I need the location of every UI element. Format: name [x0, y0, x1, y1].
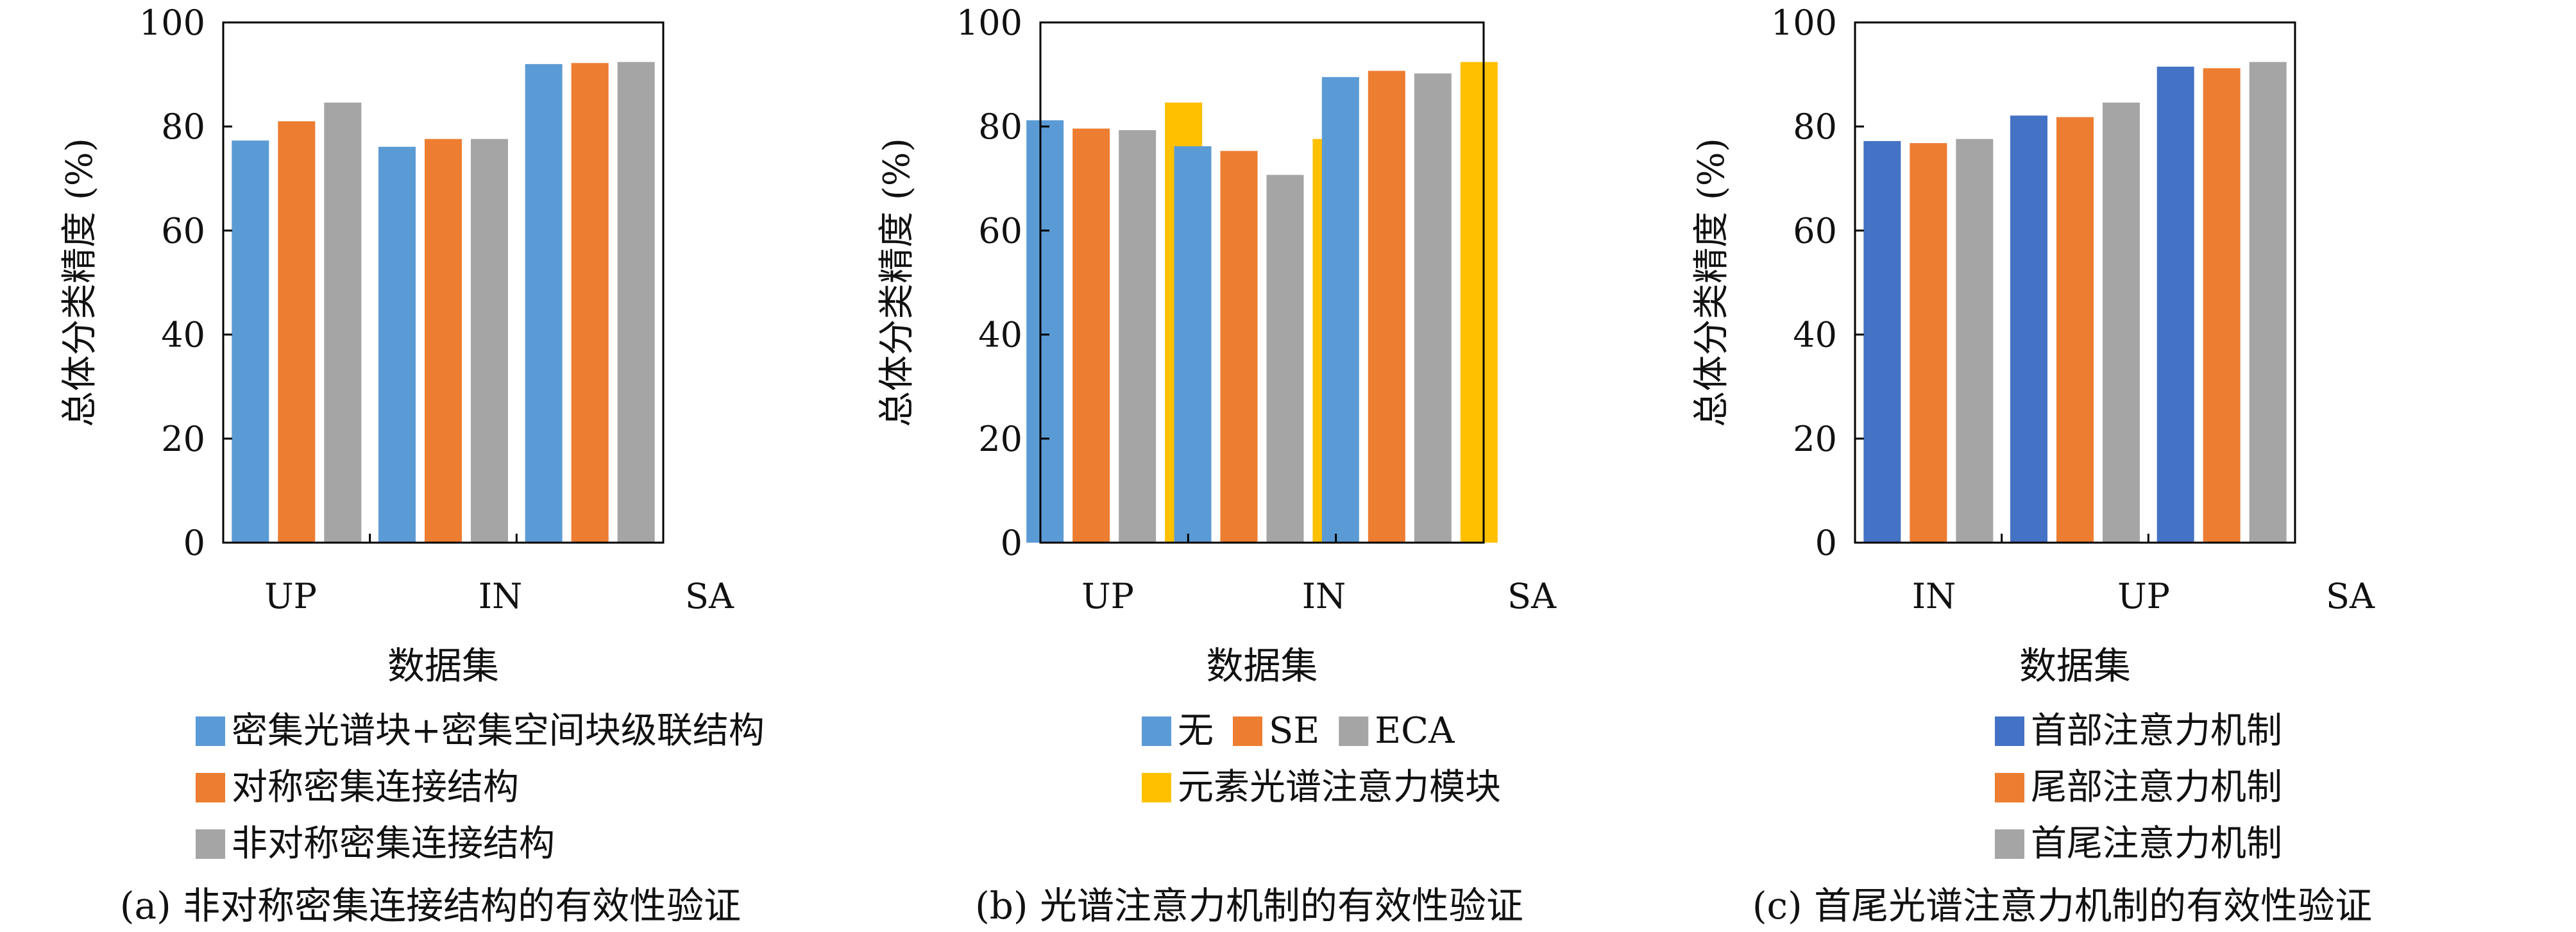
- y-tick-label: 100: [139, 3, 205, 43]
- y-tick-label: 20: [161, 419, 205, 459]
- legend-label: 无: [1178, 710, 1214, 752]
- bar: [1368, 71, 1405, 543]
- x-axis-label: 数据集: [1206, 644, 1318, 688]
- bar: [378, 146, 416, 543]
- legend-label: 非对称密集连接结构: [232, 823, 555, 865]
- bar: [1220, 151, 1258, 543]
- legend-swatch: [196, 773, 225, 802]
- x-tick-label: IN: [479, 576, 523, 616]
- y-axis-label: 总体分类精度 (%): [876, 138, 918, 427]
- x-tick-label: SA: [685, 576, 734, 616]
- bar: [1266, 174, 1304, 543]
- bar: [525, 64, 563, 543]
- bar: [1956, 139, 1994, 543]
- legend-label: 尾部注意力机制: [2031, 767, 2282, 808]
- x-tick-label: SA: [2326, 576, 2375, 616]
- legend-swatch: [1995, 773, 2024, 802]
- bar: [1119, 130, 1157, 543]
- bar: [2157, 66, 2194, 543]
- bar: [1910, 143, 1947, 543]
- legend-label: 首部注意力机制: [2031, 710, 2282, 752]
- legend-swatch: [196, 829, 225, 859]
- bar: [1174, 146, 1212, 543]
- bar: [278, 121, 316, 543]
- y-tick-label: 60: [978, 210, 1022, 251]
- bar: [2249, 62, 2287, 543]
- x-axis-label: 数据集: [2019, 644, 2131, 688]
- y-tick-label: 20: [978, 419, 1022, 459]
- x-tick-label: UP: [264, 576, 317, 616]
- legend-label: 密集光谱块+密集空间块级联结构: [232, 710, 765, 752]
- legend-swatch: [196, 716, 225, 746]
- x-tick-label: UP: [1081, 576, 1134, 616]
- legend-swatch: [1339, 716, 1369, 746]
- legend-swatch: [1233, 716, 1262, 746]
- chart-caption: (c) 首尾光谱注意力机制的有效性验证: [1752, 884, 2372, 928]
- bar: [1072, 128, 1110, 543]
- bar: [2203, 68, 2241, 543]
- bar: [1460, 62, 1498, 543]
- chart-caption: (b) 光谱注意力机制的有效性验证: [975, 884, 1523, 928]
- legend-swatch: [1995, 716, 2024, 746]
- bar: [232, 140, 269, 543]
- bar: [1026, 120, 1064, 543]
- bar: [1863, 140, 1901, 543]
- x-tick-label: SA: [1507, 576, 1557, 616]
- bar: [571, 63, 609, 543]
- plot-frame: [1039, 21, 1485, 544]
- y-tick-label: 60: [161, 210, 205, 251]
- chart-0: 0 20 40 60 80 100 UP IN SA 总体分类精度 (%) 数据集密集光谱块+密集空…: [59, 3, 765, 928]
- y-tick-label: 80: [978, 106, 1022, 147]
- y-tick-label: 0: [1815, 523, 1837, 563]
- y-tick-label: 80: [1793, 106, 1837, 147]
- y-tick-label: 100: [956, 3, 1022, 43]
- bar: [425, 139, 462, 543]
- legend-swatch: [1142, 773, 1171, 802]
- plot-frame: [222, 21, 665, 544]
- y-tick-label: 40: [978, 315, 1022, 355]
- bar: [2103, 102, 2140, 543]
- y-tick-label: 80: [161, 106, 205, 147]
- bar: [471, 139, 508, 543]
- y-tick-label: 20: [1793, 419, 1837, 459]
- legend-label: ECA: [1375, 710, 1455, 752]
- y-tick-label: 100: [1771, 3, 1837, 43]
- legend-swatch: [1142, 716, 1171, 746]
- y-tick-label: 40: [161, 315, 205, 355]
- legend-label: 对称密集连接结构: [232, 767, 519, 808]
- bar: [2010, 115, 2047, 543]
- plot-frame: [1854, 21, 2296, 544]
- bar: [2056, 117, 2094, 543]
- x-tick-label: UP: [2117, 576, 2170, 616]
- y-tick-label: 60: [1793, 210, 1837, 251]
- x-tick-label: IN: [1912, 576, 1956, 616]
- y-axis-label: 总体分类精度 (%): [1691, 138, 1733, 427]
- y-axis-label: 总体分类精度 (%): [59, 138, 101, 427]
- y-tick-label: 0: [183, 523, 205, 563]
- legend-label: 首尾注意力机制: [2031, 823, 2282, 865]
- x-tick-label: IN: [1302, 576, 1346, 616]
- legend-label: SE: [1269, 710, 1319, 752]
- legend-label: 元素光谱注意力模块: [1178, 767, 1501, 808]
- bar: [1321, 77, 1359, 543]
- bar: [324, 102, 362, 543]
- chart-caption: (a) 非对称密集连接结构的有效性验证: [120, 884, 741, 928]
- y-tick-label: 0: [1001, 523, 1022, 563]
- legend-swatch: [1995, 829, 2024, 859]
- y-tick-label: 40: [1793, 315, 1837, 355]
- x-axis-label: 数据集: [387, 644, 499, 688]
- chart-2: 0 20 40 60 80 100 IN UP SA 总体分类精度 (%) 数据集首部注意力机制尾部…: [1691, 3, 2375, 928]
- bar: [1414, 73, 1452, 543]
- bar: [617, 62, 655, 543]
